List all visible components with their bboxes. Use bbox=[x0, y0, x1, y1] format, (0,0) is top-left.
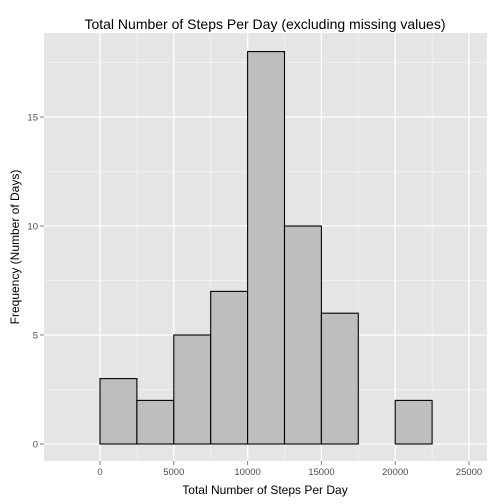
x-axis-title: Total Number of Steps Per Day bbox=[182, 483, 347, 497]
histogram-bar bbox=[136, 399, 175, 445]
histogram-bar bbox=[283, 225, 322, 445]
y-axis-ticks: 0 5 10 15 bbox=[27, 113, 44, 451]
histogram-bar bbox=[173, 334, 212, 445]
x-tick-label: 5000 bbox=[163, 467, 184, 478]
histogram-bar bbox=[99, 378, 138, 445]
histogram-bars bbox=[99, 51, 433, 445]
y-tick-label: 5 bbox=[33, 331, 38, 342]
chart-title: Total Number of Steps Per Day (excluding… bbox=[84, 16, 445, 32]
y-tick-label: 10 bbox=[27, 222, 38, 233]
x-axis-ticks: 0 5000 10000 15000 20000 25000 bbox=[97, 461, 482, 478]
x-tick-label: 10000 bbox=[234, 467, 260, 478]
histogram-bar bbox=[210, 290, 249, 445]
y-tick-label: 0 bbox=[33, 440, 38, 451]
y-axis-title: Frequency (Number of Days) bbox=[8, 170, 22, 325]
histogram-bar bbox=[394, 399, 433, 445]
x-tick-label: 0 bbox=[97, 467, 102, 478]
x-tick-label: 15000 bbox=[308, 467, 334, 478]
y-tick-label: 15 bbox=[27, 113, 38, 124]
histogram-bar bbox=[247, 51, 286, 445]
histogram-bar bbox=[320, 312, 359, 445]
x-tick-label: 20000 bbox=[382, 467, 408, 478]
x-tick-label: 25000 bbox=[456, 467, 482, 478]
